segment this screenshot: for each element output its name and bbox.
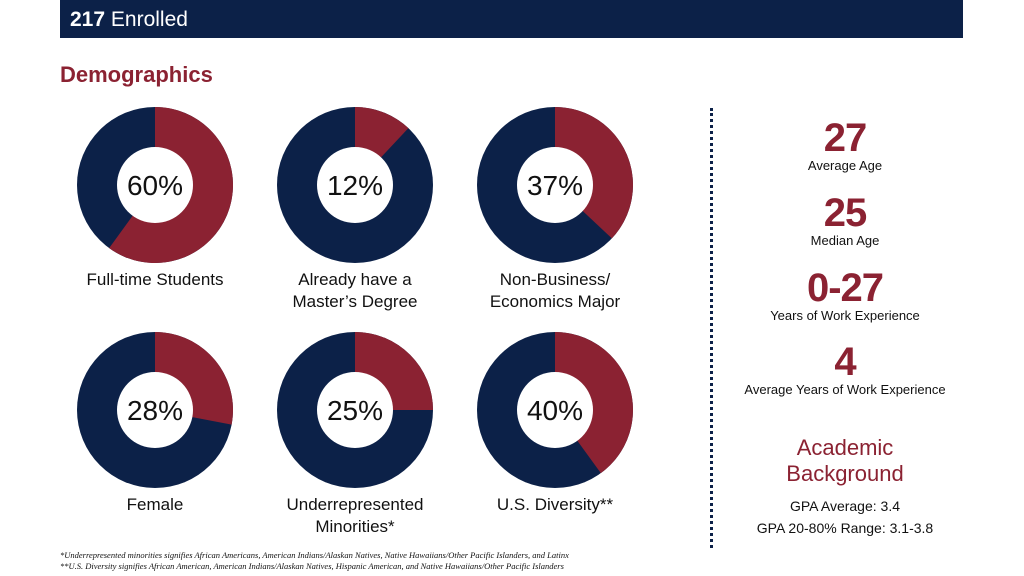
stat-median-age: 25 Median Age [720, 193, 970, 248]
stat-label: Average Age [807, 158, 883, 173]
stat-average-age: 27 Average Age [720, 118, 970, 173]
enrolled-label: Enrolled [110, 8, 188, 31]
stat-value: 0-27 [806, 266, 884, 310]
donut-hole [317, 147, 393, 223]
donut-hole [117, 147, 193, 223]
donut-chart: 25% Underrepresented Minorities* [255, 330, 455, 538]
stat-label: Years of Work Experience [770, 308, 920, 323]
donut-label: Non-Business/ Economics Major [489, 270, 621, 311]
donut-chart: 12% Already have a Master’s Degree [255, 105, 455, 313]
donut-percent-label: 12% [327, 170, 383, 201]
academic-heading-2: Background [786, 461, 904, 486]
footnote-1: *Underrepresented minorities signifies A… [60, 550, 569, 560]
gpa-average: GPA Average: 3.4 [789, 498, 900, 514]
donut-label: U.S. Diversity** [496, 495, 614, 514]
academic-background: Academic Background GPA Average: 3.4 GPA… [720, 435, 970, 539]
donut-hole [517, 372, 593, 448]
footnote-2: **U.S. Diversity signifies African Ameri… [60, 561, 564, 571]
donut-percent-label: 60% [127, 170, 183, 201]
stat-label: Median Age [810, 233, 880, 248]
gpa-range: GPA 20-80% Range: 3.1-3.8 [756, 520, 934, 536]
donut-hole [517, 147, 593, 223]
donut-value-segment [555, 107, 633, 239]
stat-value: 25 [823, 191, 868, 235]
donut-chart: 37% Non-Business/ Economics Major [455, 105, 655, 313]
donut-percent-label: 40% [527, 395, 583, 426]
donut-label: Already have a Master’s Degree [292, 270, 418, 311]
footnotes: *Underrepresented minorities signifies A… [60, 550, 569, 572]
donut-hole [117, 372, 193, 448]
enrolled-count: 217 [70, 8, 106, 31]
donut-hole [317, 372, 393, 448]
donut-chart: 40% U.S. Diversity** [455, 330, 655, 516]
donut-label: Full-time Students [86, 270, 224, 289]
donut-percent-label: 25% [327, 395, 383, 426]
donut-percent-label: 37% [527, 170, 583, 201]
page-title: Demographics [60, 62, 213, 87]
donut-label: Female [126, 495, 184, 514]
stat-value: 4 [834, 340, 856, 384]
academic-heading-1: Academic [796, 435, 894, 460]
dotted-divider [710, 108, 713, 548]
stat-work-experience-range: 0-27 Years of Work Experience [720, 268, 970, 323]
stat-label: Average Years of Work Experience [744, 382, 946, 397]
donut-value-segment [555, 332, 633, 474]
donut-chart: 28% Female [55, 330, 255, 516]
header-bar: 217 Enrolled [60, 0, 963, 38]
donut-percent-label: 28% [127, 395, 183, 426]
donut-chart: 60% Full-time Students [55, 105, 255, 291]
donut-label: Underrepresented Minorities* [286, 495, 424, 536]
stat-value: 27 [823, 116, 868, 160]
stat-average-work-experience: 4 Average Years of Work Experience [720, 342, 970, 397]
